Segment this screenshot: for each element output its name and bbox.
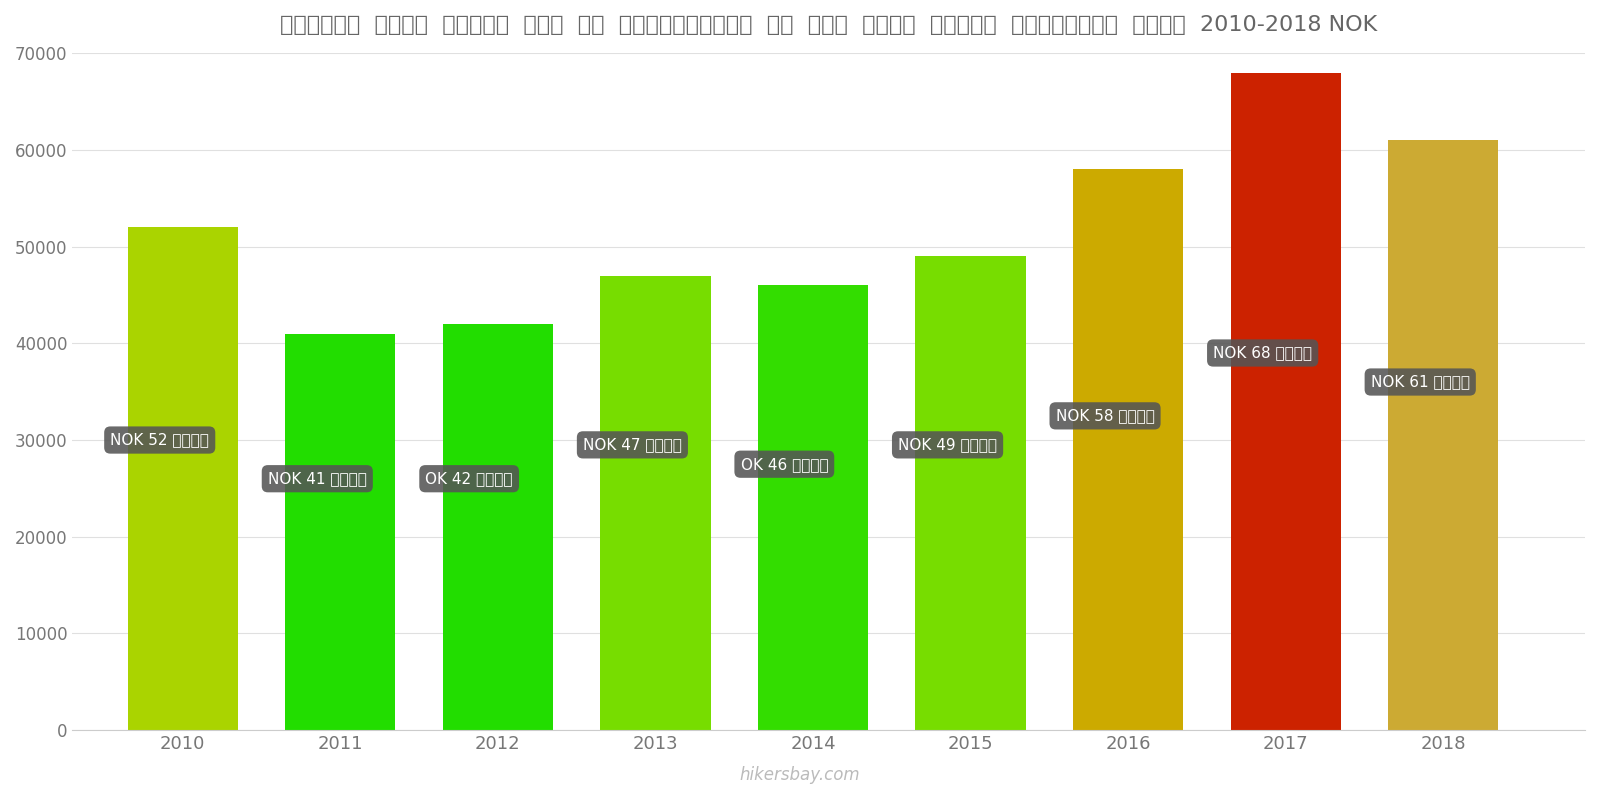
Text: NOK 41 हज़ार: NOK 41 हज़ार (267, 471, 366, 486)
Bar (443, 324, 554, 730)
Text: NOK 68 हज़ार: NOK 68 हज़ार (1213, 346, 1312, 361)
Bar (600, 276, 710, 730)
Text: NOK 61 हज़ार: NOK 61 हज़ार (1371, 374, 1470, 390)
Text: NOK 52 हज़ार: NOK 52 हज़ार (110, 433, 210, 447)
Bar (285, 334, 395, 730)
Text: hikersbay.com: hikersbay.com (739, 766, 861, 784)
Bar (758, 286, 869, 730)
Text: OK 42 हज़ार: OK 42 हज़ार (426, 471, 514, 486)
Bar (1074, 170, 1184, 730)
Bar (915, 256, 1026, 730)
Title: नॉर्वे  सिटी  सेंटर  में  एक  अपार्टमेंट  के  लिए  कीमत  प्रति  स्क्वायर  मीटर  : नॉर्वे सिटी सेंटर में एक अपार्टमेंट के ल… (280, 15, 1378, 35)
Bar (1230, 73, 1341, 730)
Bar (128, 227, 238, 730)
Text: NOK 58 हज़ार: NOK 58 हज़ार (1056, 408, 1155, 423)
Text: NOK 47 हज़ार: NOK 47 हज़ार (582, 438, 682, 452)
Text: NOK 49 हज़ार: NOK 49 हज़ार (898, 438, 997, 452)
Text: OK 46 हज़ार: OK 46 हज़ार (741, 457, 829, 472)
Bar (1389, 140, 1498, 730)
